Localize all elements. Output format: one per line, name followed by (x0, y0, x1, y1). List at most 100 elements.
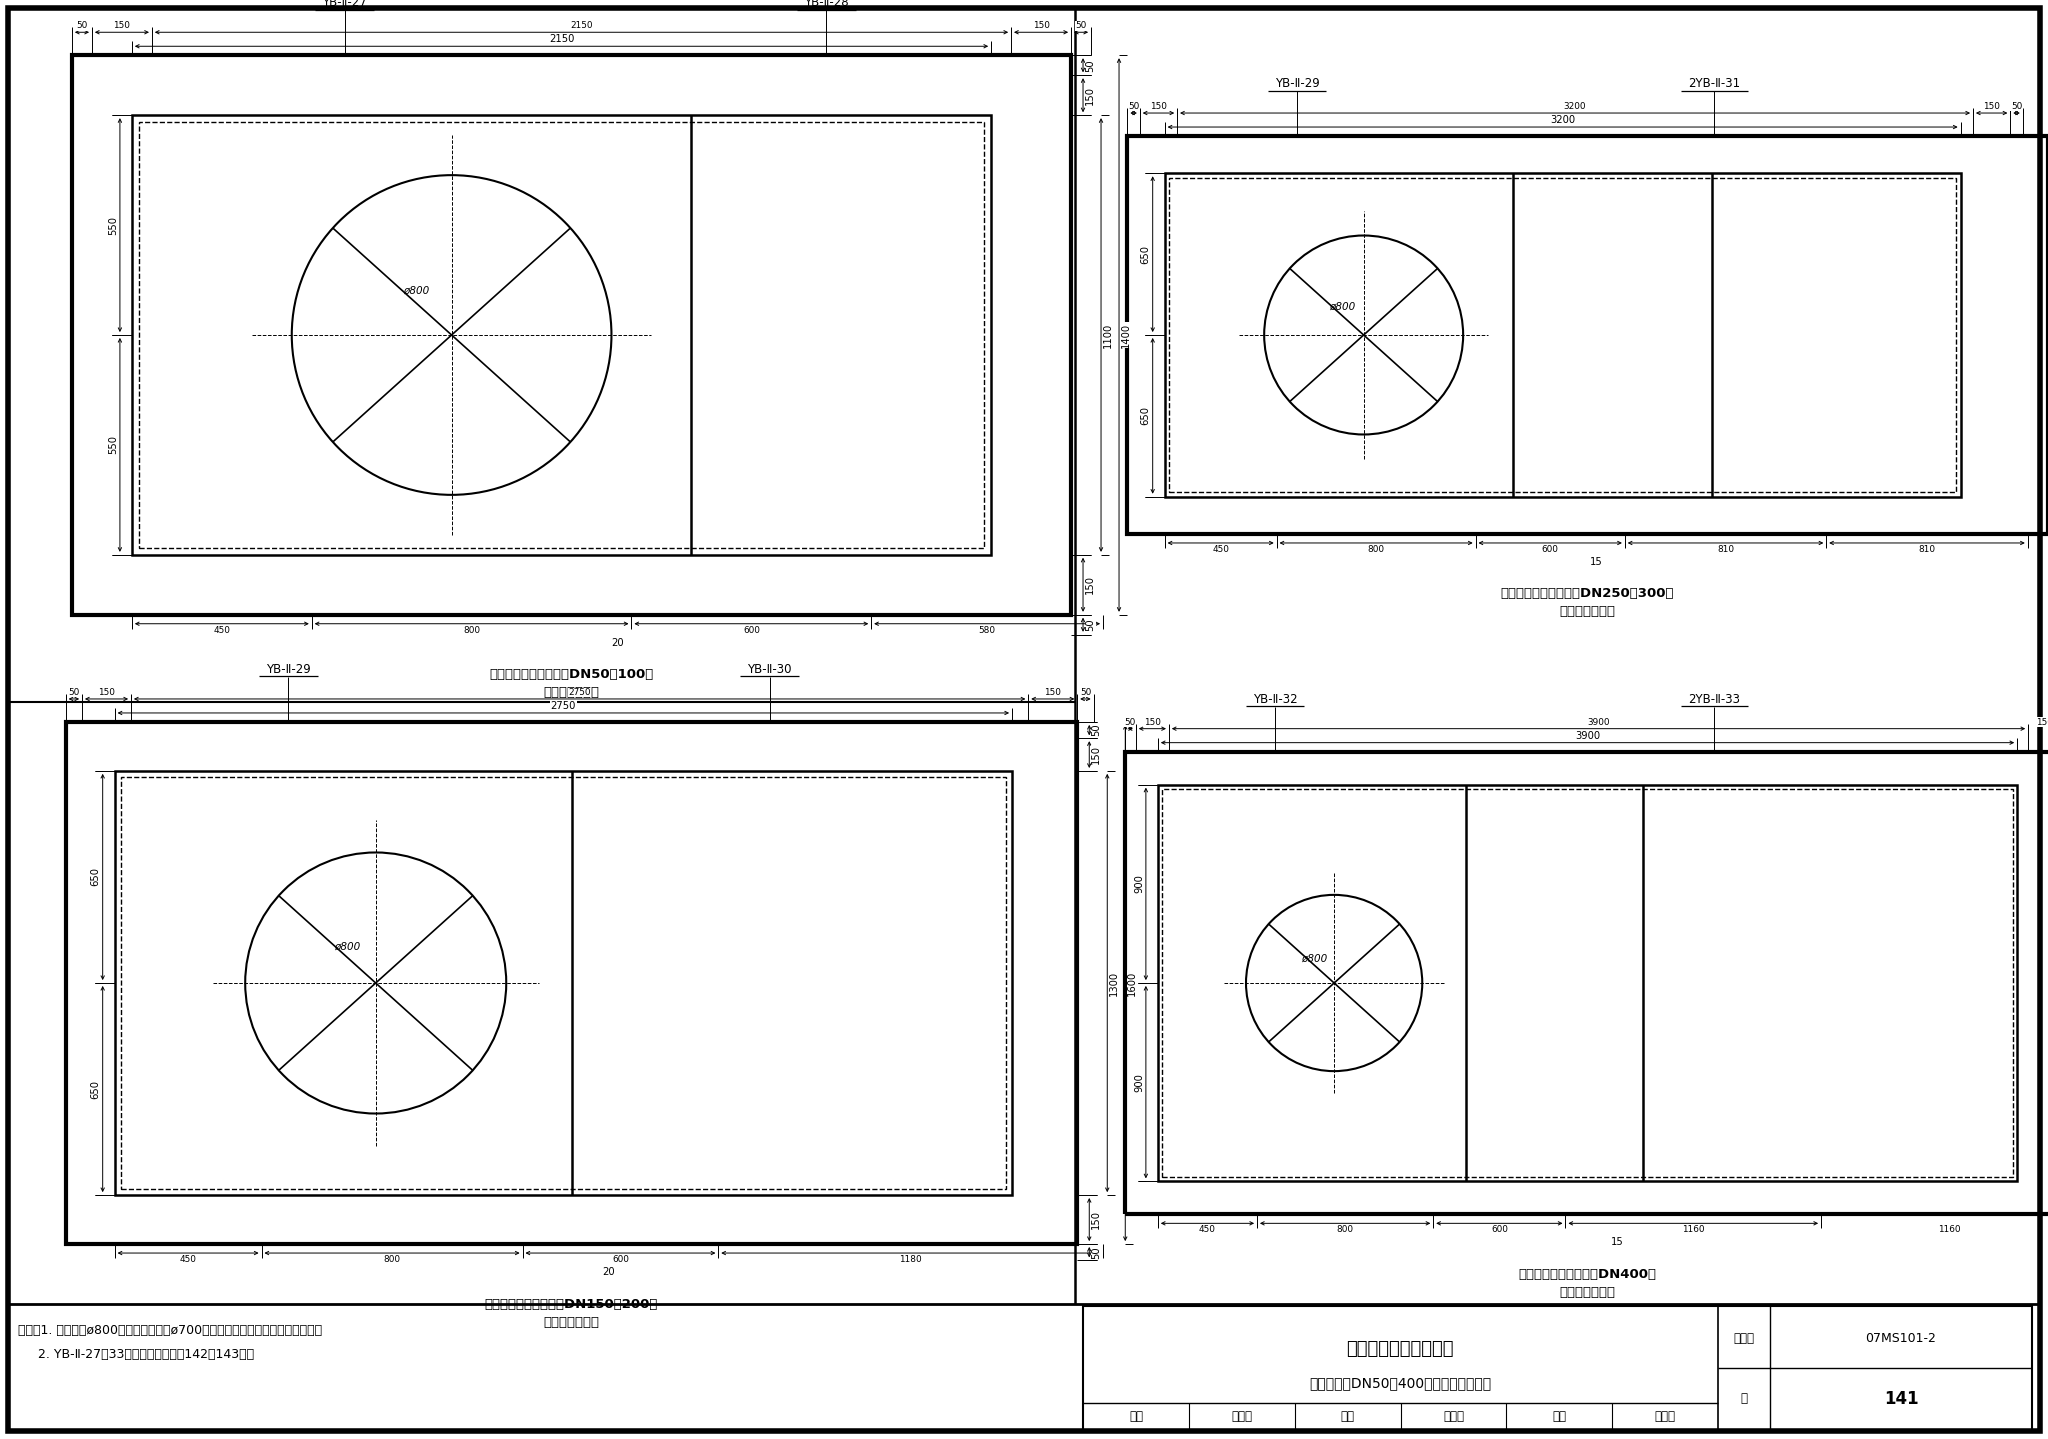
Text: 900: 900 (1135, 1072, 1145, 1092)
Text: ø800: ø800 (403, 285, 430, 295)
Text: 50: 50 (1092, 1246, 1102, 1259)
Text: 150: 150 (1145, 718, 1161, 727)
Text: ø800: ø800 (334, 941, 360, 951)
Text: 800: 800 (383, 1255, 401, 1263)
Text: 900: 900 (1135, 875, 1145, 894)
Text: 2YB-Ⅱ-33: 2YB-Ⅱ-33 (1688, 692, 1741, 705)
Text: YB-Ⅱ-29: YB-Ⅱ-29 (266, 663, 311, 676)
Text: 150: 150 (1044, 688, 1061, 696)
Text: 1400: 1400 (1120, 322, 1130, 348)
Text: 600: 600 (1542, 545, 1559, 554)
Text: 650: 650 (1141, 245, 1151, 263)
Text: 矩形水表井（不带旁通DN400）: 矩形水表井（不带旁通DN400） (1518, 1268, 1657, 1281)
Bar (1169, 178, 1956, 492)
Text: YB-Ⅱ-28: YB-Ⅱ-28 (805, 0, 848, 9)
Text: 校对: 校对 (1341, 1410, 1354, 1423)
Text: 50: 50 (1085, 619, 1096, 632)
Text: 800: 800 (1368, 545, 1384, 554)
Text: 3200: 3200 (1565, 102, 1587, 111)
Text: 2YB-Ⅱ-31: 2YB-Ⅱ-31 (1688, 78, 1741, 91)
Text: 页: 页 (1741, 1393, 1747, 1406)
Text: 650: 650 (1141, 406, 1151, 426)
Text: 810: 810 (1919, 545, 1935, 554)
Text: 3900: 3900 (1575, 731, 1599, 741)
Bar (1083, 1307, 2032, 1430)
Bar (115, 771, 1012, 1196)
Text: ø800: ø800 (1303, 953, 1327, 963)
Text: 600: 600 (1491, 1226, 1507, 1235)
Text: 150: 150 (1151, 102, 1167, 111)
Text: YB-Ⅱ-32: YB-Ⅱ-32 (1253, 692, 1296, 705)
Bar (1124, 751, 2048, 1215)
Text: 3900: 3900 (1587, 718, 1610, 727)
Text: 800: 800 (463, 626, 479, 635)
Text: 1160: 1160 (1937, 1226, 1960, 1235)
Text: 150: 150 (1092, 1210, 1102, 1229)
Text: 盖板平面布置图: 盖板平面布置图 (1559, 1286, 1616, 1299)
Text: 盖板平面布置图: 盖板平面布置图 (1559, 606, 1616, 619)
Bar (1126, 137, 2048, 534)
Text: 15: 15 (1612, 1238, 1624, 1248)
Text: 550: 550 (109, 216, 119, 235)
Text: （不带旁通DN50～400）盖板平面布置图: （不带旁通DN50～400）盖板平面布置图 (1309, 1376, 1491, 1390)
Bar (121, 777, 1006, 1189)
Text: 2. YB-Ⅱ-27～33配筋图见本图集第142、143页。: 2. YB-Ⅱ-27～33配筋图见本图集第142、143页。 (18, 1348, 254, 1361)
Text: 1180: 1180 (899, 1255, 922, 1263)
Text: 1160: 1160 (1681, 1226, 1704, 1235)
Text: 盖板平面布置图: 盖板平面布置图 (543, 686, 600, 699)
Text: 2750: 2750 (551, 701, 575, 711)
Text: 矩形水表井（不带旁通DN50～100）: 矩形水表井（不带旁通DN50～100） (489, 668, 653, 681)
Text: 141: 141 (1884, 1390, 1919, 1407)
Text: 150: 150 (1982, 102, 2001, 111)
Text: 50: 50 (76, 22, 88, 30)
Text: 矩形水表井（不带旁通DN250～300）: 矩形水表井（不带旁通DN250～300） (1501, 587, 1675, 600)
Text: 50: 50 (2011, 102, 2021, 111)
Text: 810: 810 (1716, 545, 1735, 554)
Text: 150: 150 (1092, 745, 1102, 764)
Text: 150: 150 (98, 688, 115, 696)
Text: 50: 50 (1092, 724, 1102, 737)
Text: 矩形水表井（不带旁通DN150～200）: 矩形水表井（不带旁通DN150～200） (485, 1298, 657, 1311)
Text: 20: 20 (610, 637, 625, 648)
Text: 150: 150 (113, 22, 131, 30)
Text: YB-Ⅱ-29: YB-Ⅱ-29 (1274, 78, 1319, 91)
Text: 50: 50 (1124, 718, 1137, 727)
Text: 650: 650 (90, 868, 100, 886)
Text: 1100: 1100 (1104, 322, 1112, 348)
Text: 150: 150 (1085, 576, 1096, 594)
Text: 2150: 2150 (549, 35, 573, 45)
Text: 审核: 审核 (1128, 1410, 1143, 1423)
Text: 钢筋混凝土矩形水表井: 钢筋混凝土矩形水表井 (1346, 1340, 1454, 1358)
Text: 550: 550 (109, 436, 119, 455)
Text: 1600: 1600 (1126, 970, 1137, 996)
Text: 50: 50 (1128, 102, 1139, 111)
Text: 曾令兹: 曾令兹 (1444, 1410, 1464, 1423)
Text: 50: 50 (1079, 688, 1092, 696)
Text: 50: 50 (1085, 59, 1096, 72)
Bar (1165, 173, 1960, 496)
Text: 600: 600 (743, 626, 760, 635)
Text: YB-Ⅱ-27: YB-Ⅱ-27 (322, 0, 367, 9)
Text: 150: 150 (1032, 22, 1049, 30)
Text: 07MS101-2: 07MS101-2 (1866, 1331, 1937, 1344)
Text: 王龙生: 王龙生 (1655, 1410, 1675, 1423)
Text: 50: 50 (68, 688, 80, 696)
Text: 450: 450 (213, 626, 229, 635)
Text: 450: 450 (180, 1255, 197, 1263)
Text: 600: 600 (612, 1255, 629, 1263)
Text: 3200: 3200 (1550, 115, 1575, 125)
Text: 50: 50 (1075, 22, 1087, 30)
Bar (1157, 784, 2017, 1181)
Bar (139, 122, 983, 548)
Text: 20: 20 (602, 1268, 614, 1276)
Text: 580: 580 (979, 626, 995, 635)
Text: 设计: 设计 (1552, 1410, 1567, 1423)
Text: 650: 650 (90, 1079, 100, 1098)
Text: 450: 450 (1198, 1226, 1217, 1235)
Text: 说明：1. 人孔直径ø800，当人孔直径为ø700时，需将相关钢筋的长度进行修改。: 说明：1. 人孔直径ø800，当人孔直径为ø700时，需将相关钢筋的长度进行修改… (18, 1324, 322, 1337)
Text: YB-Ⅱ-30: YB-Ⅱ-30 (748, 663, 793, 676)
Bar (131, 115, 991, 555)
Text: 盖板平面布置图: 盖板平面布置图 (543, 1315, 600, 1328)
Text: 150: 150 (2036, 718, 2048, 727)
Text: 450: 450 (1212, 545, 1229, 554)
